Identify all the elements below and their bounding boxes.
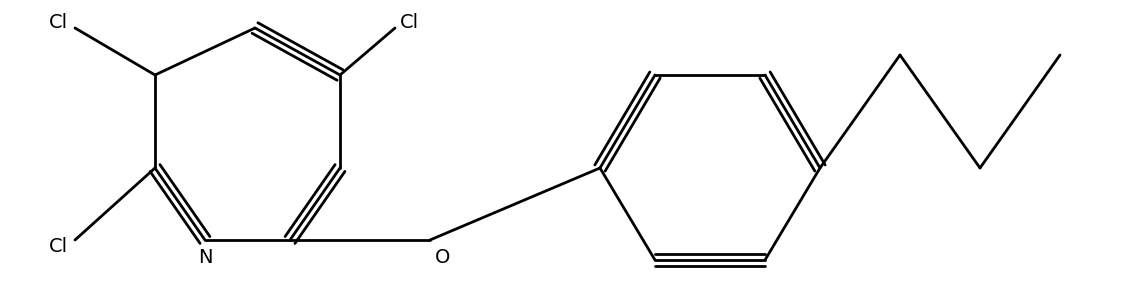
Text: Cl: Cl — [400, 12, 419, 31]
Text: Cl: Cl — [49, 236, 68, 255]
Text: N: N — [197, 248, 212, 267]
Text: Cl: Cl — [49, 12, 68, 31]
Text: O: O — [435, 248, 451, 267]
